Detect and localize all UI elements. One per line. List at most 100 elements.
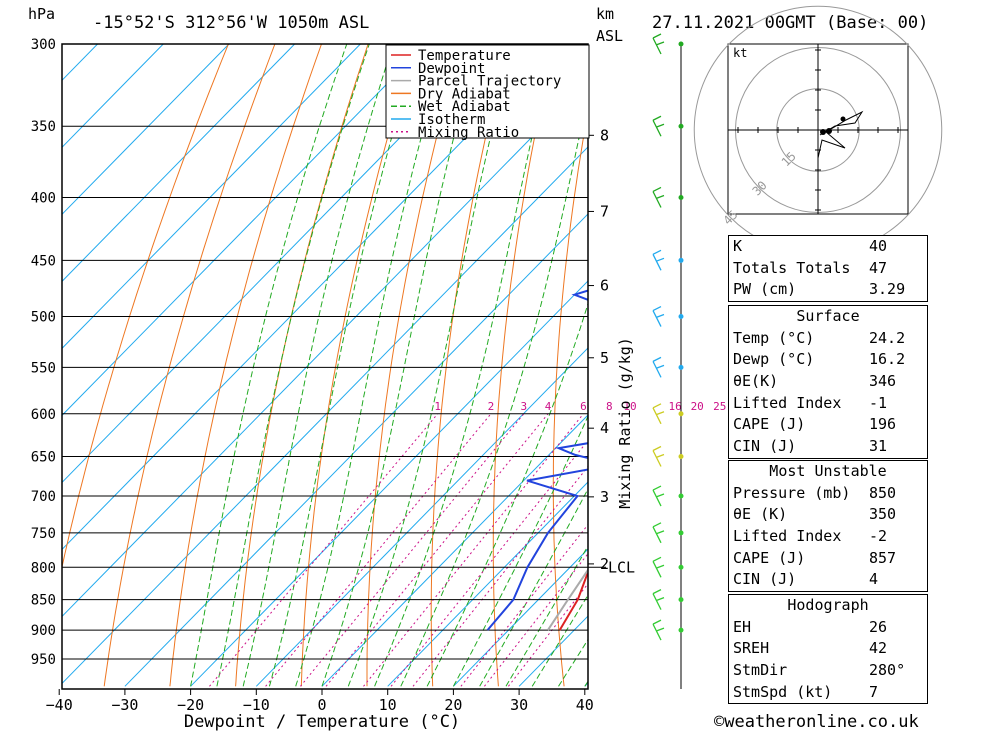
isotherm-line (62, 44, 558, 551)
hodograph-storm-point (826, 128, 832, 134)
isotherm-line (62, 44, 427, 417)
pressure-tick-label: 450 (31, 253, 56, 269)
isotherm-line (124, 213, 588, 687)
wind-barb (652, 619, 665, 641)
wet-adiabat-line (190, 44, 348, 687)
barb-station-dot (678, 597, 684, 603)
pressure-tick-label: 950 (31, 652, 56, 668)
isotherm-line (62, 146, 588, 685)
surface-label: CIN (J) (733, 437, 797, 456)
isotherm-line (453, 548, 588, 687)
mixing-ratio-line (265, 413, 492, 687)
legend-label: Dry Adiabat (418, 86, 511, 102)
x-tick-label: 40 (576, 696, 594, 714)
hodograph-trace (817, 110, 864, 159)
dry-adiabat-line (103, 44, 276, 687)
barb-station-dot (678, 493, 684, 499)
mixing-ratio-line (484, 552, 588, 687)
surface-row: Dewp (°C) 16.2 (729, 349, 927, 371)
km-tick-label: 3 (600, 488, 609, 506)
hodograph-unit-label: kt (733, 46, 747, 60)
hodograph-point (840, 116, 846, 122)
barb-station-dot (678, 194, 684, 200)
mixing-ratio-label: 1 (434, 400, 441, 413)
mixing-ratio-label: 8 (606, 400, 613, 413)
wind-barb (652, 589, 665, 610)
mixing-ratio-label: 25 (713, 400, 726, 413)
mixing-ratio-label: 4 (545, 400, 552, 413)
wet-adiabat-line (505, 545, 588, 687)
hodo-label: StmDir (733, 661, 788, 680)
indices-table: K 40 Totals Totals 47 PW (cm) 3.29 (728, 235, 928, 303)
mixing-ratio-label: 20 (691, 400, 704, 413)
isotherm-line (62, 44, 164, 149)
km-unit-label: km (596, 5, 614, 23)
isotherm-line (62, 79, 588, 618)
index-row-k: K 40 (729, 236, 927, 258)
isotherm-line (62, 44, 296, 283)
mu-row: Pressure (mb) 850 (729, 483, 927, 505)
pressure-tick-label: 800 (31, 560, 56, 576)
mu-label: Pressure (mb) (733, 483, 851, 502)
hpa-unit-label: hPa (28, 5, 55, 23)
mixing-ratio-line (508, 582, 588, 687)
barb-station-dot (678, 314, 684, 320)
hodo-label: EH (733, 617, 752, 636)
dewpoint-profile-line (486, 289, 588, 631)
pressure-tick-label: 600 (31, 407, 56, 423)
isotherm-line (0, 44, 32, 686)
km-tick-label: 2 (600, 555, 609, 573)
x-tick-label: −10 (243, 696, 270, 714)
mu-value: 857 (869, 548, 897, 567)
surface-label: Temp (°C) (733, 328, 815, 347)
index-value: 40 (869, 237, 888, 255)
pressure-tick-label: 850 (31, 593, 56, 609)
mu-label: Lifted Index (733, 527, 842, 546)
hodo-value: 26 (869, 617, 888, 636)
hodo-value: 7 (869, 682, 879, 701)
dry-adiabat-line (235, 44, 369, 687)
x-tick-label: 20 (444, 696, 462, 714)
asl-unit-label: ASL (596, 27, 623, 45)
mixing-ratio-label: 3 (521, 400, 528, 413)
hodograph-table: Hodograph EH 26 SREH 42 StmDir 280° StmSpd … (728, 594, 928, 705)
surface-row: Temp (°C) 24.2 (729, 328, 927, 350)
isotherm-line (387, 481, 588, 687)
isotherm-line (321, 414, 588, 687)
mixing-ratio-label: 6 (580, 400, 587, 413)
barb-station-dot (678, 364, 684, 370)
index-value: 3.29 (869, 280, 906, 299)
km-tick-label: 8 (600, 126, 609, 144)
mu-row: Lifted Index -2 (729, 526, 927, 548)
mixing-ratio-line (390, 439, 588, 687)
plot-area (0, 44, 588, 687)
hodo-label: StmSpd (kt) (733, 682, 833, 701)
surface-value: 196 (869, 415, 897, 434)
isotherm-line (255, 347, 588, 687)
pressure-tick-label: 350 (31, 119, 56, 135)
surface-value: 24.2 (869, 328, 906, 347)
x-tick-label: 30 (510, 696, 528, 714)
pressure-tick-label: 750 (31, 526, 56, 542)
wind-barb (652, 356, 665, 378)
pressure-tick-label: 900 (31, 623, 56, 639)
wind-barb (652, 305, 665, 327)
location-title: -15°52'S 312°56'W 1050m ASL (93, 13, 369, 33)
mixing-ratio-line (300, 413, 525, 687)
wind-barb (652, 249, 665, 271)
mixing-ratio-label: 16 (668, 400, 681, 413)
legend-label: Temperature (418, 48, 511, 64)
parcel-trajectory-profile-line (547, 568, 588, 631)
hodo-row: SREH 42 (729, 638, 927, 660)
wind-barb (652, 403, 665, 425)
barb-station-dot (678, 41, 684, 47)
surface-label: θE(K) (733, 372, 779, 391)
barb-station-dot (678, 530, 684, 536)
x-tick-label: 10 (379, 696, 397, 714)
legend-label: Isotherm (418, 112, 485, 128)
km-tick-label: 7 (600, 202, 609, 220)
barb-station-dot (678, 411, 684, 417)
km-tick-label: 4 (600, 419, 609, 437)
